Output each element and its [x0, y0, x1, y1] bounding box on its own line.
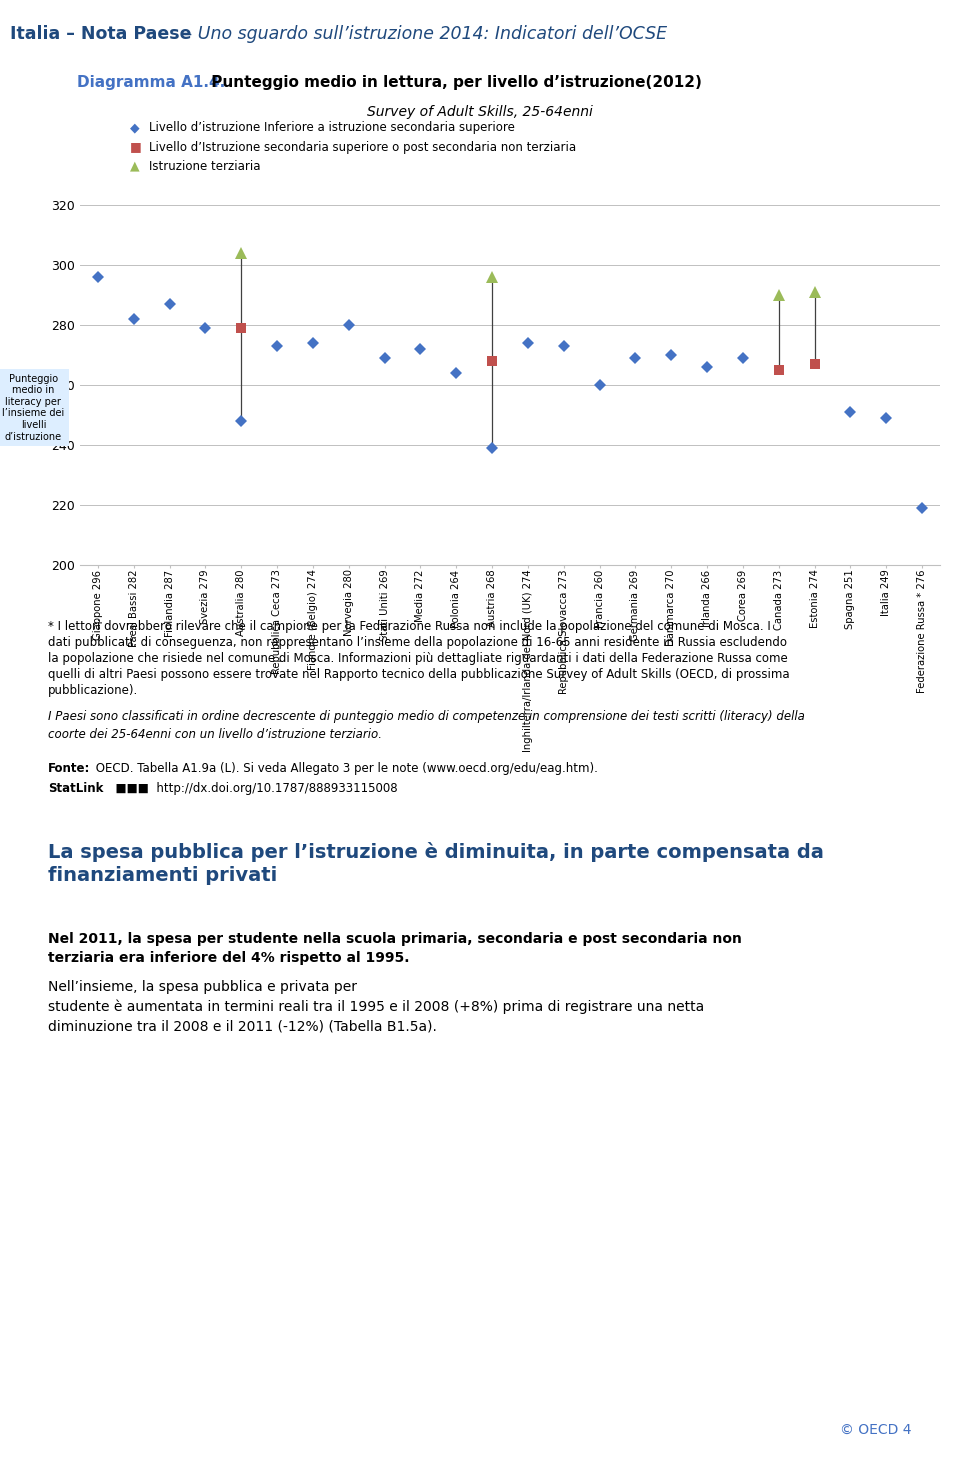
Text: I Paesi sono classificati in ordine decrescente di punteggio medio di competenze: I Paesi sono classificati in ordine decr…	[48, 710, 804, 740]
Text: Giappone 296: Giappone 296	[93, 569, 103, 639]
Text: Polonia 264: Polonia 264	[451, 569, 461, 627]
Text: Fiandre (Belgio) 274: Fiandre (Belgio) 274	[308, 569, 318, 670]
Text: Spagna 251: Spagna 251	[846, 569, 855, 629]
Text: – Uno sguardo sull’istruzione 2014: Indicatori dell’OCSE: – Uno sguardo sull’istruzione 2014: Indi…	[178, 25, 667, 43]
Text: Diagramma A1.4.: Diagramma A1.4.	[77, 75, 225, 89]
Text: © OECD 4: © OECD 4	[841, 1422, 912, 1437]
Text: Punteggio
medio in
literacy per
l’insieme dei
livelli
d’istruzione: Punteggio medio in literacy per l’insiem…	[2, 374, 64, 441]
Text: Austria 268: Austria 268	[487, 569, 497, 627]
Text: Italia 249: Italia 249	[881, 569, 891, 616]
Text: Svezia 279: Svezia 279	[201, 569, 210, 625]
Text: Nel 2011, la spesa per studente nella scuola primaria, secondaria e post seconda: Nel 2011, la spesa per studente nella sc…	[48, 932, 742, 966]
Text: Francia 260: Francia 260	[594, 569, 605, 627]
Text: Istruzione terziaria: Istruzione terziaria	[149, 160, 260, 173]
Text: Survey of Adult Skills, 25-64enni: Survey of Adult Skills, 25-64enni	[367, 106, 593, 119]
Text: Nell’insieme, la spesa pubblica e privata per
studente è aumentata in termini re: Nell’insieme, la spesa pubblica e privat…	[48, 979, 705, 1034]
Text: Estonia 274: Estonia 274	[809, 569, 820, 629]
Text: Repubblica Slovacca 273: Repubblica Slovacca 273	[559, 569, 568, 693]
Text: Stati Uniti 269: Stati Uniti 269	[379, 569, 390, 641]
Text: Livello d’Istruzione secondaria superiore o post secondaria non terziaria: Livello d’Istruzione secondaria superior…	[149, 141, 576, 154]
Text: ▲: ▲	[130, 160, 139, 173]
Text: Danimarca 270: Danimarca 270	[666, 569, 676, 647]
Text: la popolazione che risiede nel comune di Mosca. Informazioni più dettagliate rig: la popolazione che risiede nel comune di…	[48, 652, 788, 666]
Text: * I lettori dovrebbero rilevare che il campione per la Federazione Russa non inc: * I lettori dovrebbero rilevare che il c…	[48, 620, 771, 633]
Text: Fonte:: Fonte:	[48, 762, 90, 776]
Text: Finlandia 287: Finlandia 287	[164, 569, 175, 636]
Text: quelli di altri Paesi possono essere trovate nel Rapporto tecnico della pubblica: quelli di altri Paesi possono essere tro…	[48, 668, 790, 682]
Text: Canada 273: Canada 273	[774, 569, 783, 629]
Text: Media 272: Media 272	[416, 569, 425, 622]
Text: ■: ■	[130, 141, 141, 154]
Text: Corea 269: Corea 269	[738, 569, 748, 620]
Text: Federazione Russa * 276: Federazione Russa * 276	[917, 569, 927, 693]
Text: dati pubblicati, di conseguenza, non rappresentano l’insieme della popolazione d: dati pubblicati, di conseguenza, non rap…	[48, 636, 787, 649]
Text: Germania 269: Germania 269	[631, 569, 640, 641]
Text: Australia 280: Australia 280	[236, 569, 247, 636]
Text: ◆: ◆	[130, 122, 139, 135]
Text: StatLink: StatLink	[48, 781, 104, 795]
Text: Irlanda 266: Irlanda 266	[702, 569, 712, 626]
Text: Italia – Nota Paese: Italia – Nota Paese	[10, 25, 191, 43]
Text: La spesa pubblica per l’istruzione è diminuita, in parte compensata da
finanziam: La spesa pubblica per l’istruzione è dim…	[48, 841, 824, 885]
Text: Norvegia 280: Norvegia 280	[344, 569, 353, 636]
Text: OECD. Tabella A1.9a (L). Si veda Allegato 3 per le note (www.oecd.org/edu/eag.ht: OECD. Tabella A1.9a (L). Si veda Allegat…	[92, 762, 598, 776]
Text: Inghilterra/Irlanda del Nord (UK) 274: Inghilterra/Irlanda del Nord (UK) 274	[523, 569, 533, 752]
Text: ■■■  http://dx.doi.org/10.1787/888933115008: ■■■ http://dx.doi.org/10.1787/8889331150…	[108, 781, 398, 795]
Text: Punteggio medio in lettura, per livello d’istruzione(2012): Punteggio medio in lettura, per livello …	[206, 75, 703, 89]
Text: Repubblica Ceca 273: Repubblica Ceca 273	[272, 569, 282, 674]
Text: Livello d’istruzione Inferiore a istruzione secondaria superiore: Livello d’istruzione Inferiore a istruzi…	[149, 122, 515, 135]
Text: pubblicazione).: pubblicazione).	[48, 685, 138, 696]
Text: Paesi Bassi 282: Paesi Bassi 282	[129, 569, 139, 647]
